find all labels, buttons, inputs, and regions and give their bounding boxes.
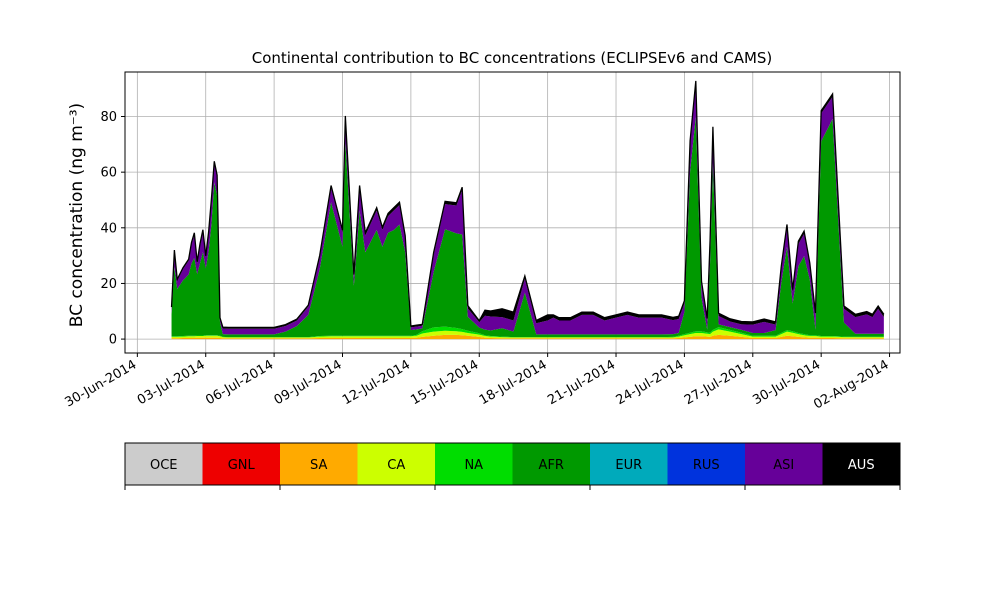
chart-title: Continental contribution to BC concentra… bbox=[252, 49, 773, 67]
legend-label-eur: EUR bbox=[615, 458, 642, 473]
legend-swatch-sa bbox=[280, 443, 358, 485]
x-tick-label: 24-Jul-2014 bbox=[614, 357, 687, 408]
axes bbox=[124, 71, 901, 354]
area-sa bbox=[171, 334, 884, 340]
legend-label-sa: SA bbox=[310, 458, 327, 473]
legend-label-ca: CA bbox=[387, 458, 405, 473]
legend-label-aus: AUS bbox=[848, 458, 875, 473]
legend-label-gnl: GNL bbox=[228, 458, 256, 473]
x-tick-label: 06-Jul-2014 bbox=[203, 357, 276, 408]
legend-swatch-asi bbox=[745, 443, 823, 485]
y-tick-label: 20 bbox=[100, 277, 117, 292]
total-line bbox=[170, 80, 885, 329]
x-tick-label: 30-Jun-2014 bbox=[63, 357, 140, 410]
y-tick-label: 0 bbox=[109, 333, 117, 348]
x-axis-ticks: 30-Jun-201403-Jul-201406-Jul-201409-Jul-… bbox=[63, 353, 892, 413]
y-axis-ticks: 0 20 40 60 80 bbox=[100, 110, 125, 348]
legend-swatch-aus bbox=[822, 443, 901, 485]
legend-label-oce: OCE bbox=[150, 458, 178, 473]
colorbar-legend: OCE GNL SA CA NA AFR EUR RUS ASI AUS bbox=[124, 442, 901, 490]
legend-label-asi: ASI bbox=[773, 458, 794, 473]
x-tick-label: 02-Aug-2014 bbox=[811, 357, 891, 412]
y-tick-label: 40 bbox=[100, 221, 117, 236]
y-axis-label: BC concentration (ng m⁻³) bbox=[67, 103, 87, 327]
legend-swatch-eur bbox=[590, 443, 668, 485]
stacked-areas bbox=[170, 80, 885, 340]
legend-swatch-gnl bbox=[202, 443, 281, 485]
x-tick-label: 09-Jul-2014 bbox=[272, 357, 345, 408]
legend-swatch-rus bbox=[667, 443, 746, 485]
area-asi bbox=[171, 83, 884, 335]
area-afr bbox=[171, 117, 884, 338]
legend-label-na: NA bbox=[464, 458, 483, 473]
y-tick-label: 80 bbox=[100, 110, 117, 125]
legend-label-rus: RUS bbox=[693, 458, 720, 473]
legend-label-afr: AFR bbox=[539, 458, 564, 473]
x-tick-label: 27-Jul-2014 bbox=[682, 357, 755, 408]
x-tick-label: 03-Jul-2014 bbox=[135, 357, 208, 408]
x-tick-label: 12-Jul-2014 bbox=[340, 357, 413, 408]
legend-frame bbox=[124, 442, 901, 486]
area-ca bbox=[171, 329, 884, 339]
x-tick-label: 21-Jul-2014 bbox=[545, 357, 618, 408]
legend-swatch-ca bbox=[357, 443, 436, 485]
y-tick-label: 60 bbox=[100, 166, 117, 181]
legend-swatch-oce bbox=[125, 443, 203, 485]
legend-swatch-afr bbox=[512, 443, 591, 485]
x-tick-label: 18-Jul-2014 bbox=[477, 357, 550, 408]
legend-swatch-na bbox=[435, 443, 513, 485]
x-tick-label: 15-Jul-2014 bbox=[408, 357, 481, 408]
axes-frame bbox=[124, 71, 901, 354]
